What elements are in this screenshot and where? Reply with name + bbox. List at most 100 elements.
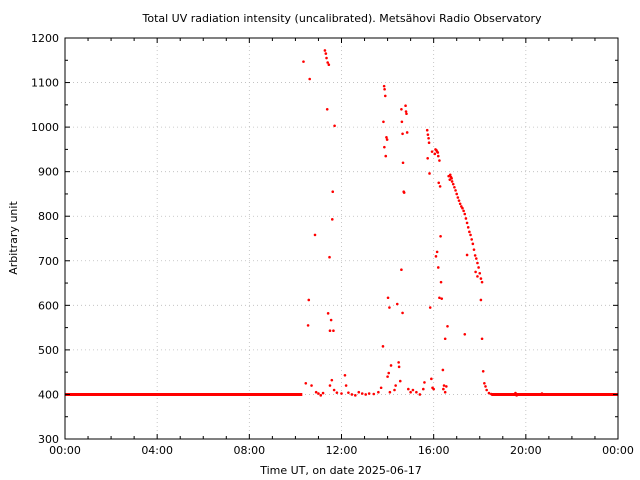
y-tick-label: 900 — [38, 166, 59, 179]
data-point — [471, 242, 475, 246]
data-point — [308, 77, 312, 81]
data-point — [435, 250, 439, 254]
data-point — [404, 104, 407, 108]
data-point — [479, 277, 483, 280]
data-point — [393, 388, 396, 392]
data-point — [418, 393, 422, 396]
data-point — [474, 257, 478, 260]
data-point — [484, 385, 487, 388]
data-point — [433, 152, 437, 156]
data-point — [438, 185, 442, 188]
y-tick-label: 300 — [38, 433, 59, 446]
y-axis-label: Arbitrary unit — [7, 201, 20, 275]
data-point — [394, 384, 397, 387]
data-point — [325, 56, 328, 60]
data-point — [472, 248, 476, 251]
data-point — [448, 178, 452, 181]
data-point — [479, 298, 483, 302]
data-point — [514, 391, 517, 395]
data-point — [438, 159, 441, 162]
data-point — [458, 202, 462, 206]
data-point — [325, 107, 329, 111]
data-point — [401, 132, 404, 136]
data-point — [438, 296, 441, 300]
data-point — [466, 226, 470, 229]
data-point — [381, 345, 385, 348]
data-point — [446, 324, 449, 328]
x-tick-label: 12:00 — [326, 444, 358, 457]
data-point — [304, 382, 308, 385]
data-point — [347, 391, 350, 394]
data-point — [409, 390, 412, 394]
data-point — [389, 364, 393, 367]
data-point — [427, 141, 431, 145]
data-point — [397, 361, 400, 364]
data-point — [326, 61, 329, 64]
data-point — [327, 63, 331, 67]
data-point — [453, 185, 456, 189]
data-point — [395, 302, 399, 306]
data-point — [442, 387, 445, 391]
data-point — [401, 311, 404, 315]
data-point — [343, 373, 347, 377]
data-point — [443, 390, 447, 394]
data-point — [330, 218, 334, 221]
data-point — [364, 393, 367, 396]
data-point — [448, 173, 452, 177]
data-point — [307, 298, 311, 302]
data-point — [477, 266, 480, 269]
data-point — [415, 390, 418, 394]
data-point — [421, 387, 425, 391]
data-point — [402, 191, 406, 194]
y-tick-label: 600 — [38, 299, 59, 312]
data-point — [382, 120, 385, 124]
data-point — [436, 266, 440, 269]
data-point — [383, 145, 386, 149]
data-point — [463, 212, 467, 216]
data-point — [404, 110, 408, 113]
y-tick-label: 400 — [38, 388, 59, 401]
grid-layer — [65, 38, 618, 439]
x-tick-label: 16:00 — [418, 444, 450, 457]
data-point — [487, 391, 491, 395]
data-point — [445, 385, 448, 388]
data-point — [455, 192, 459, 196]
data-point — [388, 390, 392, 394]
data-point — [324, 52, 328, 55]
data-point — [450, 177, 453, 180]
chart-title: Total UV radiation intensity (uncalibrat… — [142, 12, 542, 25]
data-point — [540, 392, 544, 395]
data-point — [473, 254, 477, 257]
data-point — [354, 394, 357, 397]
data-point — [430, 377, 433, 381]
data-point — [333, 124, 336, 128]
data-point — [383, 94, 387, 98]
data-point — [330, 378, 334, 382]
data-point — [400, 268, 403, 271]
y-tick-label: 700 — [38, 255, 59, 268]
data-point — [319, 394, 323, 397]
data-point — [428, 306, 432, 309]
data-point — [357, 390, 361, 394]
data-point — [326, 312, 330, 315]
x-axis-label: Time UT, on date 2025-06-17 — [259, 464, 422, 477]
data-point — [480, 337, 484, 341]
data-point — [398, 379, 402, 383]
data-point — [384, 154, 388, 158]
data-point — [385, 138, 389, 141]
data-point — [401, 161, 405, 165]
data-point — [440, 297, 444, 300]
data-point — [436, 154, 440, 158]
data-point — [461, 206, 464, 210]
data-point — [478, 271, 482, 275]
data-point — [430, 150, 434, 153]
data-point — [451, 182, 455, 186]
data-point — [385, 136, 388, 139]
data-point — [457, 199, 461, 202]
data-point — [465, 221, 469, 225]
data-point — [489, 392, 493, 396]
data-point — [437, 181, 441, 185]
data-point — [321, 391, 325, 395]
data-point — [331, 190, 335, 194]
data-point — [428, 172, 431, 175]
